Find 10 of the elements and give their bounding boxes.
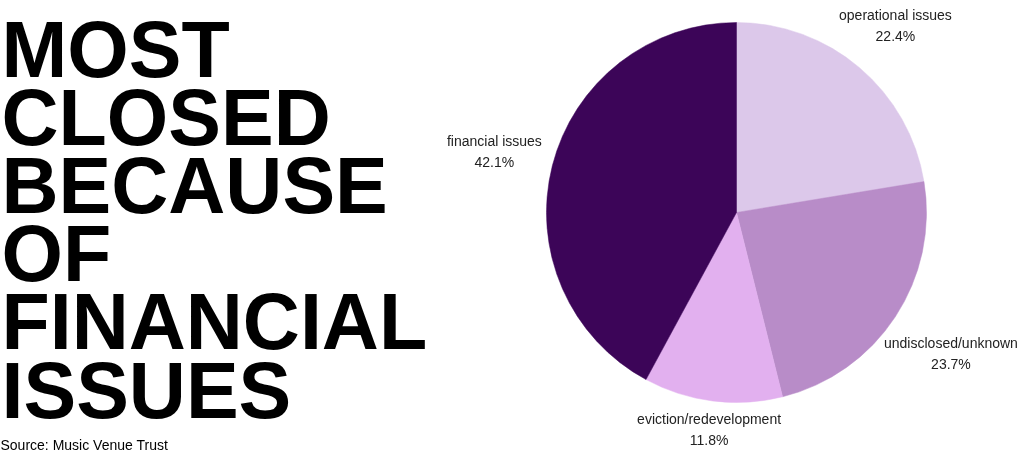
data-label: 23.7% (931, 355, 971, 372)
slice-label: operational issues (839, 6, 952, 23)
data-label: 22.4% (875, 27, 916, 44)
text: MOST CLOSED BECAUSE OF FINANCIAL ISSUES (1, 4, 428, 435)
slice-label: eviction/redevelopment (637, 411, 782, 428)
slice-label: financial issues (446, 132, 542, 149)
data-label: 11.8% (689, 431, 729, 448)
source-note: Source: Music Venue Trust (0, 436, 168, 453)
data-label: 42.1% (474, 153, 515, 170)
slice-label: undisclosed/unknown (884, 334, 1018, 351)
